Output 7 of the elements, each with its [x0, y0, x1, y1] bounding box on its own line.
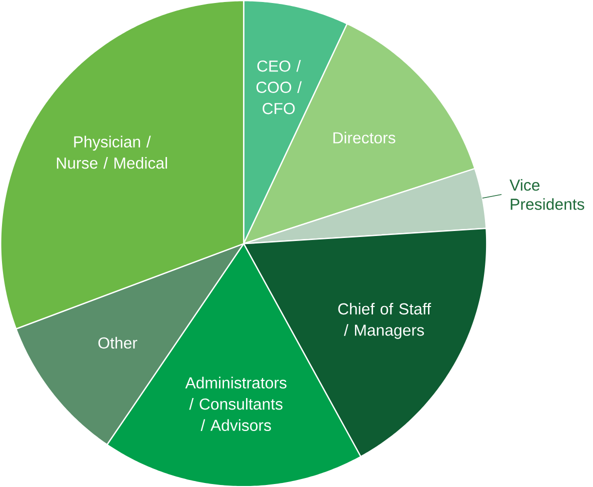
slice-label: CEO / COO / CFO [256, 60, 302, 114]
slice-label: Other [98, 336, 138, 348]
slice-label: Administrators / Consultants / Advisors [185, 376, 286, 431]
slice-label: Physician / Nurse / Medical [56, 136, 167, 169]
slice-label: Directors [333, 132, 396, 144]
slice-label: Vice Presidents [510, 178, 584, 210]
slice-label: Chief of Staff / Managers [338, 302, 432, 339]
